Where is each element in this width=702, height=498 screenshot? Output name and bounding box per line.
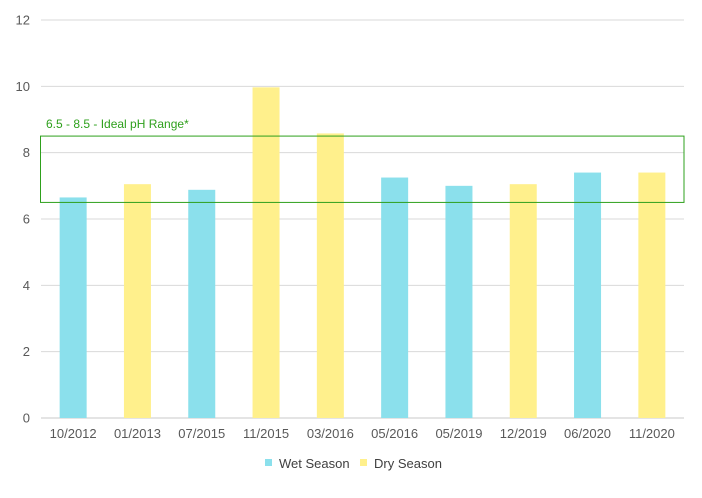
legend: Wet Season Dry Season xyxy=(265,456,442,471)
bar-11-2015 xyxy=(252,87,280,418)
x-tick-label: 05/2019 xyxy=(435,426,482,441)
x-tick-label: 01/2013 xyxy=(114,426,161,441)
ideal-range-band: 6.5 - 8.5 - Ideal pH Range* xyxy=(40,117,685,203)
y-tick-label: 12 xyxy=(16,13,30,28)
x-tick-label: 05/2016 xyxy=(371,426,418,441)
x-tick-label: 10/2012 xyxy=(50,426,97,441)
bars xyxy=(59,87,666,418)
y-axis: 0 2 4 6 8 10 12 xyxy=(16,13,30,426)
y-tick-label: 4 xyxy=(23,278,30,293)
y-tick-label: 8 xyxy=(23,145,30,160)
ideal-range-box xyxy=(40,135,685,203)
x-tick-label: 07/2015 xyxy=(178,426,225,441)
bar-03-2016 xyxy=(316,133,344,418)
legend-label: Wet Season xyxy=(279,456,350,471)
x-tick-label: 12/2019 xyxy=(500,426,547,441)
bar-11-2020 xyxy=(638,172,666,418)
ideal-range-label: 6.5 - 8.5 - Ideal pH Range* xyxy=(46,117,189,131)
bar-01-2013 xyxy=(123,184,151,418)
x-tick-label: 03/2016 xyxy=(307,426,354,441)
bar-12-2019 xyxy=(509,184,537,418)
legend-label: Dry Season xyxy=(374,456,442,471)
legend-swatch-wet xyxy=(265,459,272,466)
x-tick-label: 11/2020 xyxy=(629,426,675,441)
legend-swatch-dry xyxy=(360,459,367,466)
bar-07-2015 xyxy=(188,189,216,418)
y-tick-label: 10 xyxy=(16,79,30,94)
bar-05-2016 xyxy=(381,177,409,418)
y-tick-label: 6 xyxy=(23,212,30,227)
x-tick-label: 11/2015 xyxy=(243,426,289,441)
y-tick-label: 0 xyxy=(23,411,30,426)
bar-05-2019 xyxy=(445,185,473,418)
y-tick-label: 2 xyxy=(23,344,30,359)
x-tick-label: 06/2020 xyxy=(564,426,611,441)
x-axis: 10/2012 01/2013 07/2015 11/2015 03/2016 05/20… xyxy=(50,426,675,441)
bar-10-2012 xyxy=(59,197,87,418)
bar-06-2020 xyxy=(574,172,602,418)
